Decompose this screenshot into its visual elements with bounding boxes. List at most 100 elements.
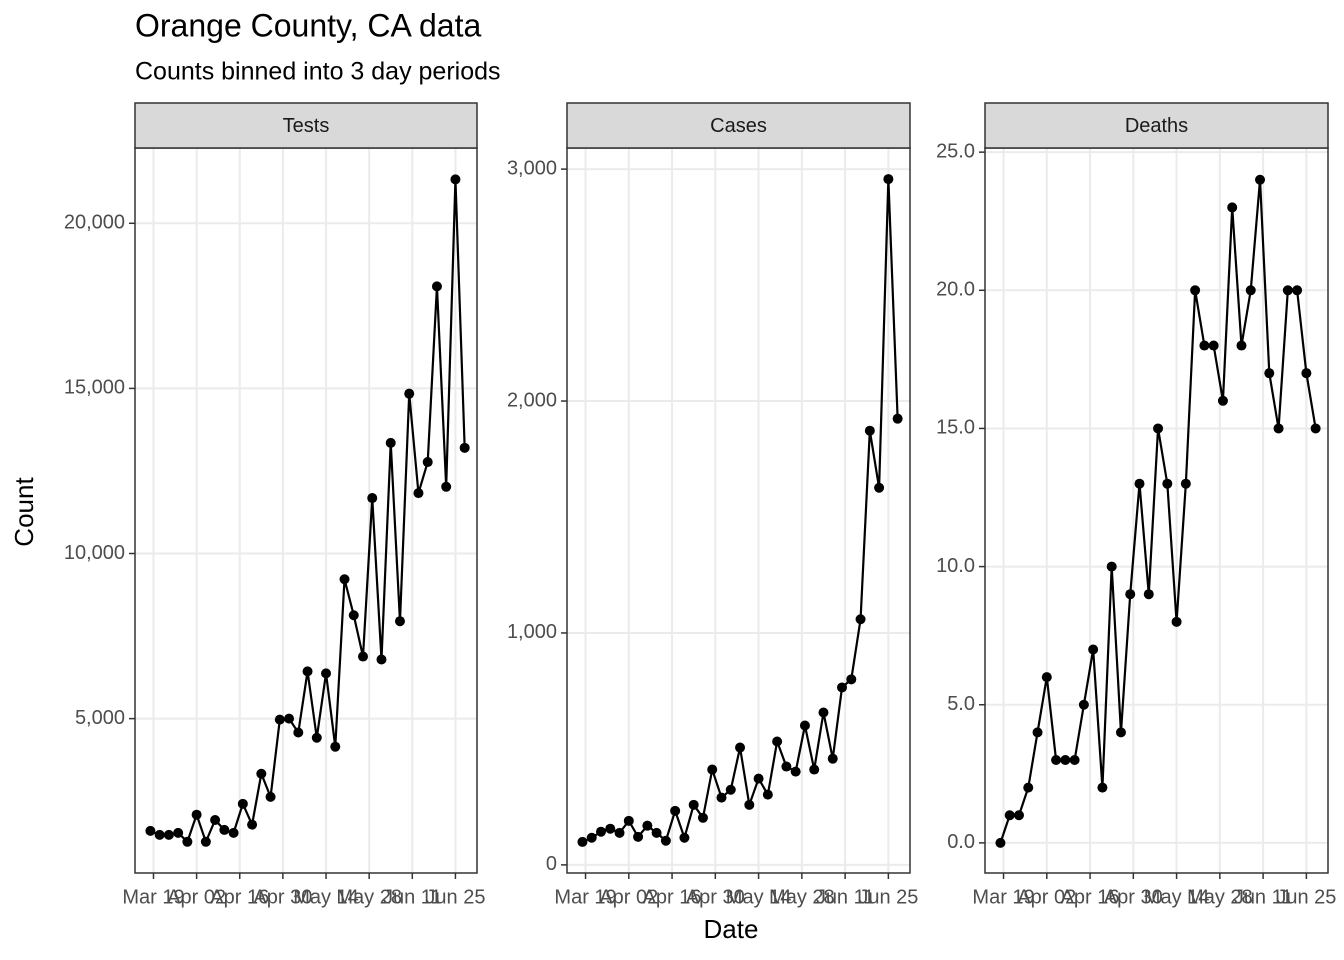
x-tick-label: May 28 bbox=[769, 886, 835, 908]
y-tick-label: 20,000 bbox=[64, 212, 125, 234]
data-point bbox=[228, 827, 239, 838]
y-tick-label: 0 bbox=[546, 853, 557, 875]
data-point bbox=[284, 713, 295, 724]
data-point bbox=[348, 610, 359, 621]
y-tick-label: 10.0 bbox=[936, 555, 975, 577]
data-point bbox=[1013, 810, 1024, 821]
panel-background bbox=[135, 148, 477, 873]
data-point bbox=[450, 174, 461, 185]
data-point bbox=[256, 768, 267, 779]
y-tick-label: 3,000 bbox=[507, 157, 557, 179]
data-point bbox=[1171, 616, 1182, 627]
x-tick-label: Apr 30 bbox=[1104, 886, 1163, 908]
data-point bbox=[274, 714, 285, 725]
data-point bbox=[1245, 285, 1256, 296]
data-point bbox=[163, 829, 174, 840]
facet-title: Tests bbox=[283, 115, 330, 137]
data-point bbox=[1217, 395, 1228, 406]
data-point bbox=[716, 792, 727, 803]
data-point bbox=[735, 742, 746, 753]
data-point bbox=[302, 666, 313, 677]
data-point bbox=[367, 493, 378, 504]
data-point bbox=[679, 832, 690, 843]
data-point bbox=[210, 814, 221, 825]
x-tick-label: Jun 25 bbox=[1276, 886, 1336, 908]
x-tick-label: May 14 bbox=[1144, 886, 1210, 908]
data-point bbox=[1088, 644, 1099, 655]
data-point bbox=[1180, 478, 1191, 489]
data-point bbox=[623, 815, 634, 826]
data-point bbox=[376, 654, 387, 665]
y-tick-label: 15.0 bbox=[936, 417, 975, 439]
data-point bbox=[247, 819, 258, 830]
x-tick-label: Jun 25 bbox=[858, 886, 918, 908]
data-point bbox=[1051, 754, 1062, 765]
y-tick-label: 15,000 bbox=[64, 377, 125, 399]
data-point bbox=[311, 732, 322, 743]
data-point bbox=[1310, 423, 1321, 434]
facet-title: Cases bbox=[710, 115, 767, 137]
data-point bbox=[827, 753, 838, 764]
data-point bbox=[1199, 340, 1210, 351]
data-point bbox=[605, 823, 616, 834]
data-point bbox=[670, 805, 681, 816]
data-point bbox=[1023, 782, 1034, 793]
data-point bbox=[385, 437, 396, 448]
x-tick-label: Apr 16 bbox=[643, 886, 702, 908]
facet-strip bbox=[566, 102, 911, 149]
data-point bbox=[855, 614, 866, 625]
data-point bbox=[799, 720, 810, 731]
x-axis-label: Date bbox=[704, 914, 759, 944]
data-point bbox=[1264, 368, 1275, 379]
x-tick-label: Mar 19 bbox=[554, 886, 616, 908]
y-tick-label: 20.0 bbox=[936, 279, 975, 301]
data-point bbox=[1125, 589, 1136, 600]
data-point bbox=[818, 707, 829, 718]
data-point bbox=[781, 761, 792, 772]
data-point bbox=[642, 820, 653, 831]
data-point bbox=[586, 832, 597, 843]
data-point bbox=[1282, 285, 1293, 296]
data-point bbox=[1106, 561, 1117, 572]
x-tick-label: Apr 02 bbox=[599, 886, 658, 908]
data-point bbox=[1115, 727, 1126, 738]
data-point bbox=[1097, 782, 1108, 793]
data-point bbox=[173, 827, 184, 838]
data-point bbox=[1069, 754, 1080, 765]
data-point bbox=[459, 442, 470, 453]
data-point bbox=[358, 651, 368, 662]
data-point bbox=[182, 836, 193, 847]
data-point bbox=[1190, 285, 1201, 296]
data-point bbox=[154, 829, 165, 840]
data-point bbox=[293, 727, 304, 738]
data-point bbox=[1292, 285, 1303, 296]
data-point bbox=[431, 281, 442, 292]
data-point bbox=[614, 827, 625, 838]
data-point bbox=[753, 773, 764, 784]
x-tick-label: Apr 30 bbox=[253, 886, 312, 908]
data-point bbox=[651, 827, 662, 838]
data-point bbox=[762, 789, 773, 800]
data-point bbox=[995, 837, 1006, 848]
x-tick-label: Apr 16 bbox=[210, 886, 269, 908]
data-point bbox=[790, 766, 801, 777]
chart-title: Orange County, CA data bbox=[135, 7, 481, 43]
data-point bbox=[200, 836, 211, 847]
data-point bbox=[1041, 672, 1052, 683]
data-point bbox=[1134, 478, 1145, 489]
data-point bbox=[1227, 202, 1238, 213]
data-point bbox=[394, 616, 405, 627]
x-tick-label: Apr 02 bbox=[1017, 886, 1076, 908]
data-point bbox=[1032, 727, 1043, 738]
data-point bbox=[725, 784, 736, 795]
panel-background bbox=[567, 148, 910, 873]
data-point bbox=[883, 174, 894, 185]
facet-strip bbox=[134, 102, 478, 149]
data-point bbox=[441, 481, 452, 492]
data-point bbox=[688, 799, 699, 810]
data-point bbox=[864, 425, 875, 436]
x-tick-label: Jun 11 bbox=[816, 886, 875, 908]
data-point bbox=[339, 574, 350, 585]
data-point bbox=[145, 825, 156, 836]
